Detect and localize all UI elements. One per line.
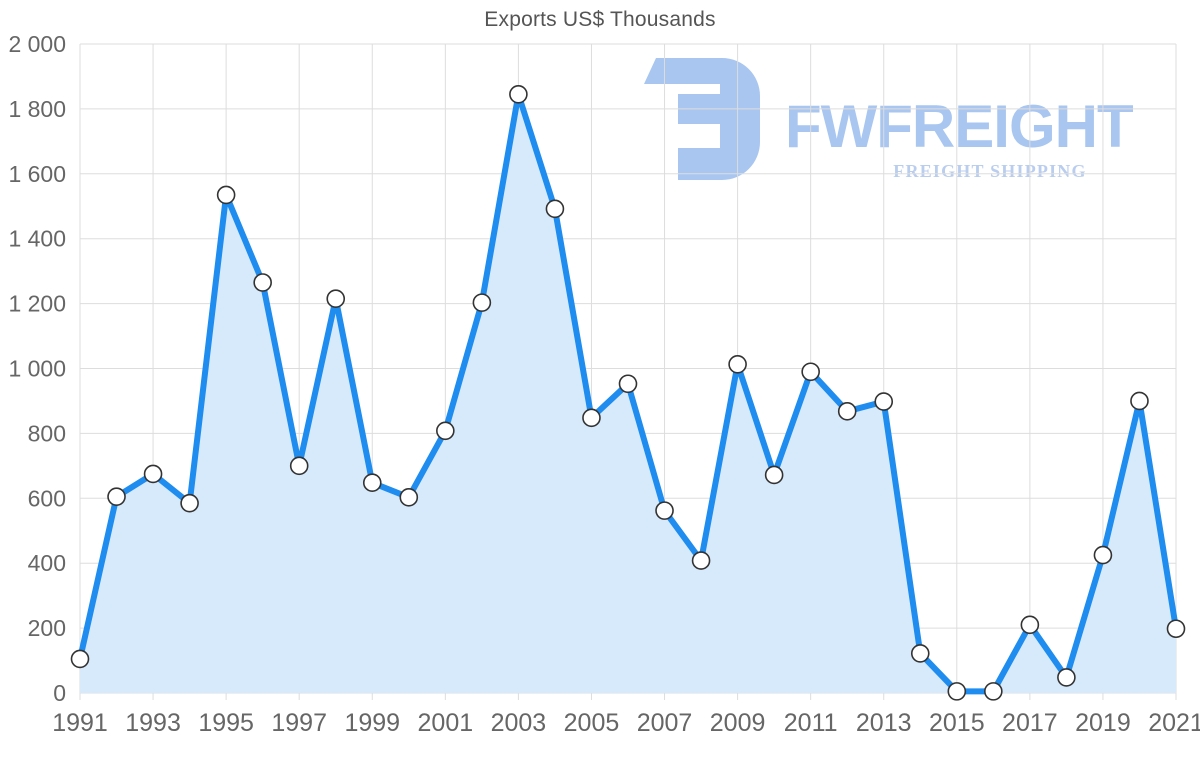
data-point-marker[interactable] (1020, 615, 1040, 635)
x-axis-tick-label: 2009 (710, 709, 766, 737)
data-point-marker[interactable] (253, 273, 272, 292)
x-axis-tick-label: 2017 (1002, 709, 1058, 737)
data-point-marker[interactable] (70, 649, 90, 669)
data-point-marker[interactable] (618, 374, 638, 394)
y-axis-tick-label: 1 600 (8, 161, 66, 187)
x-axis-tick-label: 2005 (564, 709, 620, 737)
y-axis-tick-label: 400 (28, 550, 66, 576)
x-axis-tick-label: 2013 (856, 709, 912, 737)
y-axis-tick-label: 2 000 (8, 31, 66, 57)
y-axis-tick-label: 1 400 (8, 226, 66, 252)
x-axis-tick-label: 1993 (125, 709, 181, 737)
y-axis-labels: 0 200 400 600 800 1 000 1 200 1 400 1 600 1 800 2 … (8, 31, 66, 706)
data-point-marker[interactable] (289, 456, 309, 476)
y-axis-tick-label: 1 200 (8, 291, 66, 317)
x-axis-tick-label: 2001 (418, 709, 474, 737)
data-point-marker[interactable] (1093, 545, 1113, 565)
x-axis-tick-label: 2015 (929, 709, 985, 737)
chart-title: Exports US$ Thousands (484, 8, 716, 31)
data-point-marker[interactable] (216, 185, 236, 205)
x-axis-tick-label: 1999 (344, 709, 400, 737)
data-point-marker[interactable] (107, 487, 126, 506)
data-point-marker[interactable] (764, 465, 784, 485)
x-axis-tick-label: 2003 (491, 709, 547, 737)
data-point-marker[interactable] (436, 421, 455, 441)
y-axis-tick-label: 1 000 (8, 356, 66, 382)
data-point-marker[interactable] (399, 488, 419, 507)
data-point-marker[interactable] (509, 85, 528, 104)
data-point-marker[interactable] (545, 199, 565, 219)
data-point-marker[interactable] (837, 402, 857, 421)
x-axis-tick-label: 2007 (637, 709, 693, 737)
y-axis-tick-label: 0 (53, 680, 66, 706)
data-point-marker[interactable] (801, 362, 820, 382)
y-axis-tick-label: 200 (28, 615, 66, 641)
x-axis-tick-label: 2011 (784, 709, 838, 737)
data-point-marker[interactable] (691, 551, 711, 570)
data-point-marker[interactable] (472, 293, 492, 312)
data-point-marker[interactable] (1166, 619, 1186, 639)
data-point-marker[interactable] (143, 464, 163, 484)
data-point-marker[interactable] (947, 682, 967, 701)
data-point-marker[interactable] (910, 644, 930, 663)
data-point-marker[interactable] (1057, 668, 1076, 687)
x-axis-tick-label: 1997 (271, 709, 327, 737)
data-point-markers (70, 85, 1186, 701)
y-axis-tick-label: 600 (28, 485, 66, 511)
x-axis-tick-label: 1991 (52, 709, 108, 737)
x-axis-labels: 1991 1993 1995 1997 1999 2001 2003 2005 2007 2009… (52, 709, 1200, 737)
data-point-marker[interactable] (984, 682, 1003, 701)
y-axis-tick-label: 1 800 (8, 96, 66, 122)
y-axis-tick-label: 800 (28, 420, 66, 446)
data-point-marker[interactable] (728, 354, 747, 374)
data-point-marker[interactable] (180, 493, 199, 513)
x-axis-tick-label: 2021 (1148, 709, 1200, 737)
data-point-marker[interactable] (326, 289, 346, 309)
x-axis-tick-label: 2019 (1075, 709, 1131, 737)
data-point-marker[interactable] (655, 501, 674, 520)
x-axis-tick-label: 1995 (198, 709, 254, 737)
data-point-marker[interactable] (362, 473, 382, 493)
data-point-marker[interactable] (582, 408, 601, 428)
data-point-marker[interactable] (1130, 391, 1149, 411)
data-point-marker[interactable] (874, 392, 894, 411)
